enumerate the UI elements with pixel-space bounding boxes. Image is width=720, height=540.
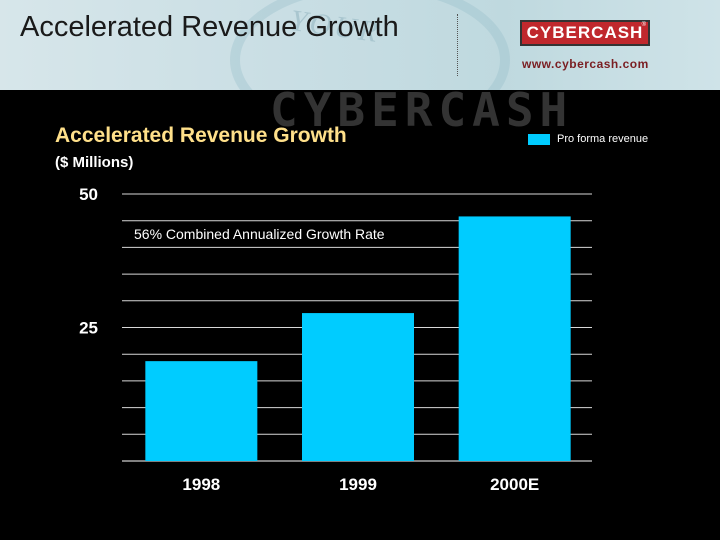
website-url: www.cybercash.com	[522, 57, 649, 71]
y-tick-label: 25	[79, 319, 98, 338]
logo-text: CYBERCASH	[526, 23, 644, 42]
legend-swatch	[528, 134, 550, 145]
bar-1999	[302, 313, 414, 461]
chart-subtitle: ($ Millions)	[55, 154, 134, 171]
brand-banner-graphic: CYBERCASH	[270, 83, 574, 137]
slide-title: Accelerated Revenue Growth	[20, 11, 399, 43]
bar-2000E	[458, 216, 571, 461]
cybercash-logo: CYBERCASH ®	[520, 20, 650, 46]
x-tick-label: 1999	[339, 475, 377, 494]
logo-trademark: ®	[641, 22, 646, 28]
growth-rate-annotation: 56% Combined Annualized Growth Rate	[134, 226, 385, 242]
x-tick-label: 2000E	[490, 475, 539, 494]
slide-header: YOUR Accelerated Revenue Growth CYBERCAS…	[0, 0, 720, 90]
header-divider	[457, 14, 458, 76]
y-tick-label: 50	[79, 185, 98, 204]
header-background-swoosh	[230, 0, 510, 90]
bar-1998	[145, 361, 258, 461]
legend-label: Pro forma revenue	[557, 133, 649, 145]
x-tick-label: 1998	[182, 475, 220, 494]
chart-title: Accelerated Revenue Growth	[55, 124, 347, 147]
